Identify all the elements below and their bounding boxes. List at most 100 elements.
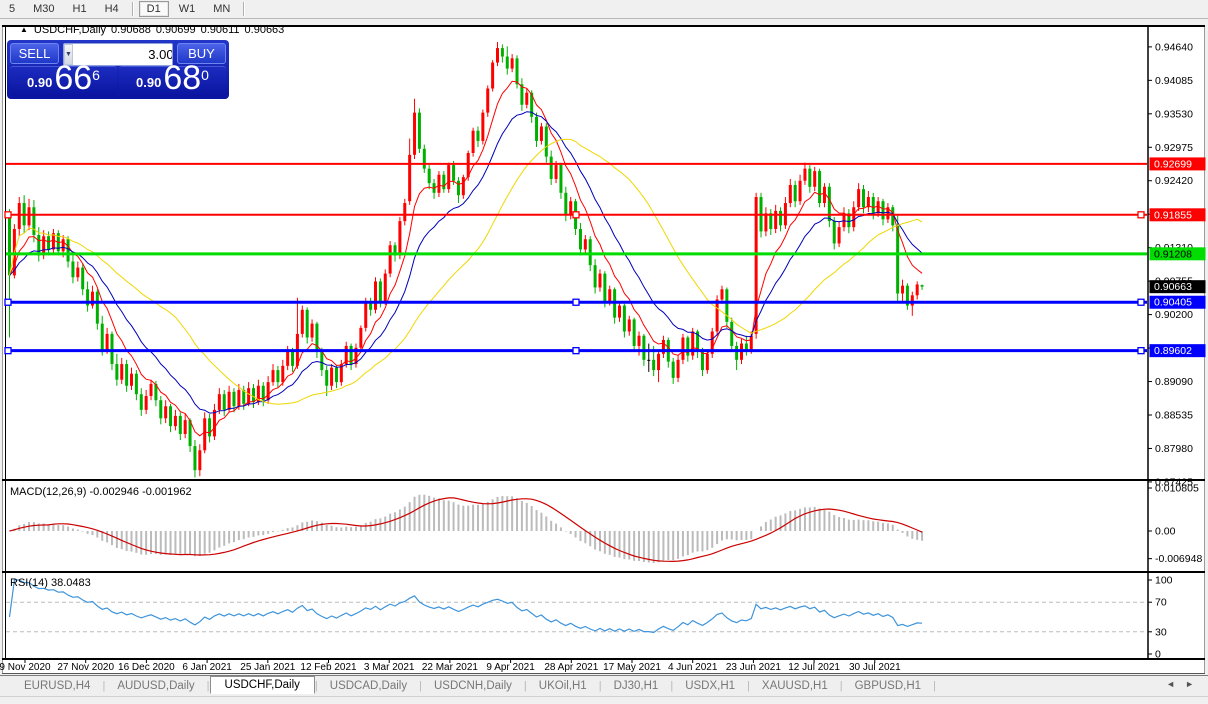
- svg-text:30 Jul 2021: 30 Jul 2021: [849, 662, 901, 673]
- tab-separator: |: [933, 680, 936, 692]
- timeframe-button-H1[interactable]: H1: [72, 3, 87, 15]
- pane-separator-macd-rsi[interactable]: [2, 571, 1205, 573]
- svg-text:0.90663: 0.90663: [1154, 281, 1192, 293]
- buy-price-sup: 0: [201, 67, 209, 83]
- svg-text:16 Dec 2020: 16 Dec 2020: [118, 662, 175, 673]
- svg-text:27 Nov 2020: 27 Nov 2020: [57, 662, 114, 673]
- sell-price[interactable]: 0.90 66 6: [10, 59, 117, 97]
- rsi-indicator-label: RSI(14) 38.0483: [10, 577, 91, 589]
- ma-line-ema8: [9, 80, 923, 437]
- chart-tab-XAUUSD[interactable]: XAUUSD,H1: [761, 680, 828, 692]
- ma-line-sma34: [9, 138, 923, 405]
- svg-text:25 Jan 2021: 25 Jan 2021: [240, 662, 295, 673]
- tab-separator: |: [419, 680, 422, 692]
- hline-handle-m[interactable]: [572, 347, 580, 355]
- pane-separator-main-macd[interactable]: [2, 479, 1205, 481]
- hline-handle-l[interactable]: [4, 211, 12, 219]
- chart-tab-bar: EURUSD,H4 | AUDUSD,Daily | USDCHF,Daily | USDC…: [0, 675, 1208, 696]
- chart-tab-USDCHF[interactable]: USDCHF,Daily: [209, 676, 315, 694]
- hline-handle-l[interactable]: [4, 347, 12, 355]
- chart-tab-AUDUSD[interactable]: AUDUSD,Daily: [117, 680, 195, 692]
- chart-tab-EURUSD[interactable]: EURUSD,H4: [24, 680, 91, 692]
- tab-separator: |: [598, 680, 602, 692]
- tab-separator: |: [523, 680, 527, 692]
- tab-separator: |: [747, 680, 750, 692]
- sell-price-big: 66: [54, 59, 93, 97]
- chart-tab-DJ30[interactable]: DJ30,H1: [613, 680, 659, 692]
- macd-indicator-label: MACD(12,26,9) -0.002946 -0.001962: [10, 486, 192, 498]
- svg-text:0.94640: 0.94640: [1155, 41, 1193, 53]
- sell-price-sup: 6: [92, 67, 100, 83]
- chart-tab-GBPUSD[interactable]: GBPUSD,H1: [854, 680, 922, 692]
- timeframe-button-MN[interactable]: MN: [213, 3, 231, 15]
- volume-spinner: ▼ ▲: [63, 43, 173, 66]
- svg-text:0.92699: 0.92699: [1154, 158, 1192, 170]
- plot-left-border: [5, 27, 6, 658]
- svg-text:0.89090: 0.89090: [1155, 376, 1193, 388]
- level-price-label-0.91208: 0.91208: [1149, 247, 1206, 260]
- svg-text:0.88535: 0.88535: [1155, 409, 1193, 421]
- level-price-label-0.91855: 0.91855: [1149, 208, 1206, 222]
- svg-text:12 Jul 2021: 12 Jul 2021: [788, 662, 840, 673]
- svg-text:0.93530: 0.93530: [1155, 108, 1193, 120]
- svg-text:9 Apr 2021: 9 Apr 2021: [486, 662, 535, 673]
- hline-0.89602[interactable]: [4, 347, 1147, 355]
- timeframe-button-W1[interactable]: W1: [178, 3, 196, 15]
- tab-scroll-left-icon[interactable]: ◄: [1166, 679, 1176, 689]
- svg-text:0.92420: 0.92420: [1155, 175, 1193, 187]
- svg-text:9 Nov 2020: 9 Nov 2020: [0, 662, 51, 673]
- timeframe-button-H4[interactable]: H4: [104, 3, 119, 15]
- svg-text:0: 0: [1155, 649, 1161, 661]
- status-bar: [0, 696, 1208, 704]
- svg-text:-0.006948: -0.006948: [1155, 553, 1202, 565]
- volume-input[interactable]: [72, 44, 172, 65]
- timeframe-button-5[interactable]: 5: [9, 3, 16, 15]
- timeframe-toolbar: 5 M30 H1 H4 D1 W1 MN: [0, 0, 1208, 19]
- svg-text:100: 100: [1155, 575, 1173, 587]
- chart-tab-UKOil[interactable]: UKOil,H1: [538, 680, 587, 692]
- chart-tab-USDCAD[interactable]: USDCAD,Daily: [329, 680, 408, 692]
- tab-scroll-right-icon[interactable]: ►: [1185, 679, 1194, 689]
- date-axis: 9 Nov 2020 27 Nov 2020 16 Dec 2020 6 Jan 20…: [0, 659, 901, 673]
- hline-handle-r[interactable]: [1137, 298, 1145, 306]
- buy-button[interactable]: BUY: [177, 43, 226, 64]
- pane-separator-rsi-bottom[interactable]: [2, 658, 1205, 660]
- buy-price[interactable]: 0.90 68 0: [119, 59, 226, 97]
- svg-text:0.94085: 0.94085: [1155, 75, 1193, 87]
- chart-tab-USDX[interactable]: USDX,H1: [685, 680, 736, 692]
- collapse-icon[interactable]: ▲: [20, 25, 28, 34]
- hline-handle-r[interactable]: [1137, 211, 1145, 219]
- level-price-label-0.89602: 0.89602: [1149, 344, 1206, 358]
- chart-header: ▲ USDCHF,Daily 0.90688 0.90699 0.90611 0.9066…: [20, 24, 284, 36]
- hline-handle-r[interactable]: [1137, 347, 1145, 355]
- buy-price-small: 0.90: [136, 75, 162, 90]
- timeframe-button-M30[interactable]: M30: [33, 3, 55, 15]
- macd-histogram: [13, 494, 924, 564]
- svg-text:22 Mar 2021: 22 Mar 2021: [422, 662, 479, 673]
- ohlc-open: 0.90688: [111, 24, 151, 36]
- svg-text:0.90405: 0.90405: [1154, 297, 1192, 309]
- sell-button[interactable]: SELL: [10, 43, 59, 64]
- svg-text:0.87980: 0.87980: [1155, 443, 1193, 455]
- volume-decrease-button[interactable]: ▼: [64, 44, 73, 65]
- chart-tab-USDCNH[interactable]: USDCNH,Daily: [433, 680, 512, 692]
- sell-price-small: 0.90: [27, 75, 53, 90]
- hline-handle-m[interactable]: [572, 298, 580, 306]
- hline-handle-m[interactable]: [572, 211, 580, 219]
- timeframe-button-D1[interactable]: D1: [138, 1, 169, 17]
- svg-text:0.90200: 0.90200: [1155, 309, 1193, 321]
- svg-text:3 Mar 2021: 3 Mar 2021: [364, 662, 415, 673]
- hline-0.90405[interactable]: [4, 298, 1147, 306]
- svg-text:0.91855: 0.91855: [1154, 209, 1192, 221]
- buy-price-big: 68: [163, 59, 202, 97]
- hline-handle-l[interactable]: [4, 298, 12, 306]
- hline-0.91855[interactable]: [4, 211, 1147, 219]
- level-price-label-0.92699: 0.92699: [1149, 157, 1206, 171]
- candles: [8, 42, 924, 478]
- tab-separator: |: [670, 680, 674, 692]
- svg-text:4 Jun 2021: 4 Jun 2021: [668, 662, 718, 673]
- ohlc-close: 0.90663: [244, 24, 285, 36]
- chart-title: USDCHF,Daily: [33, 24, 107, 36]
